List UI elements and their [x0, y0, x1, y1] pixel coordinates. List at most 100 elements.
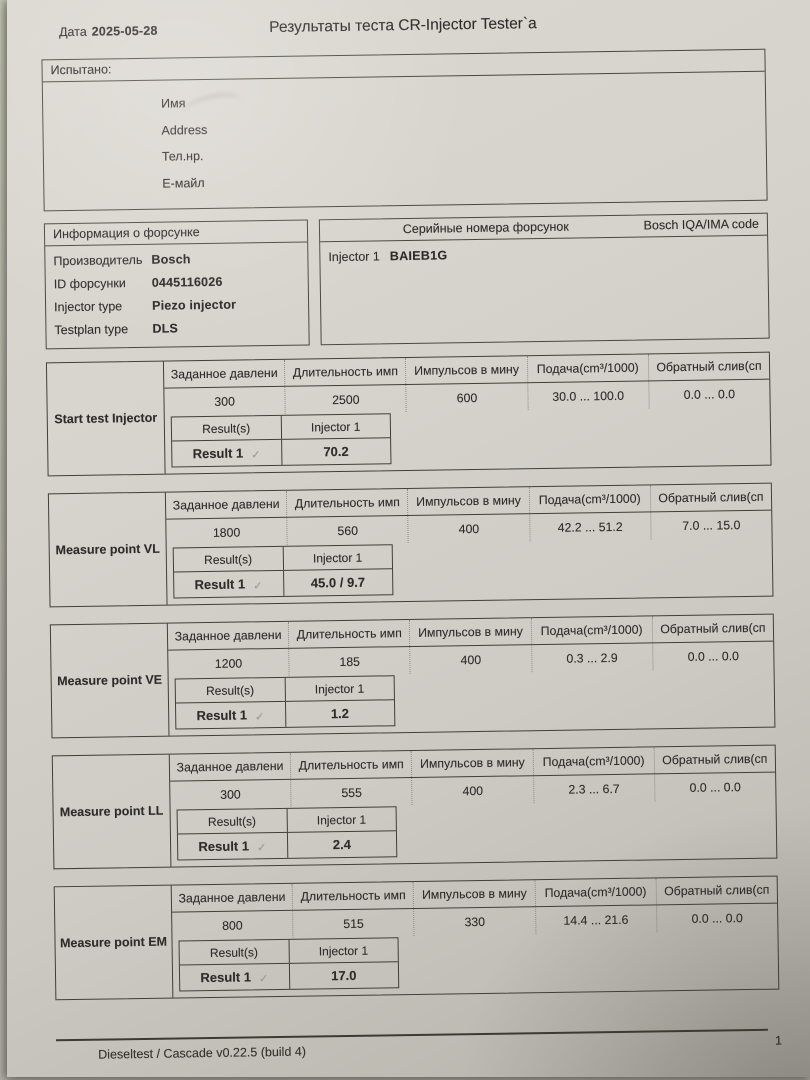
test-name: Measure point EM [54, 885, 174, 1000]
column-header-pulse-duration: Длительность имп [284, 358, 406, 386]
test-name: Start test Injector [46, 361, 166, 476]
results-table: Result(s) Injector 1 Result 1 ✓ 17.0 [178, 937, 400, 992]
column-header-pulses-per-min: Импульсов в мину [407, 487, 529, 516]
info-row-label: Производитель [53, 252, 143, 269]
results-header-row: Result(s) Injector 1 [178, 807, 396, 833]
column-header-pulses-per-min: Импульсов в мину [405, 356, 527, 385]
result-row-label: Result 1 [192, 445, 244, 462]
report-header: Дата 2025-05-28 Результаты теста CR-Injec… [41, 7, 765, 50]
serial-injector-label: Injector 1 [328, 249, 380, 265]
value-pulse-duration: 2500 [284, 385, 407, 414]
column-header-pulses-per-min: Импульсов в мину [413, 880, 535, 908]
result-row: Result 1 ✓ 17.0 [179, 961, 399, 991]
column-header-delivery: Подача(cm³/1000) [526, 354, 649, 383]
test-name: Measure point VE [50, 623, 170, 738]
results-injector-header-cell: Injector 1 [286, 807, 396, 832]
value-pressure: 300 [214, 394, 235, 409]
column-header-delivery: Подача(cm³/1000) [530, 616, 652, 645]
value-delivery-range: 0.3 ... 2.9 [530, 643, 653, 673]
results-table: Result(s) Injector 1 Result 1 ✓ 45.0 / 9… [172, 544, 394, 599]
value-pulses-per-min: 400 [407, 514, 530, 544]
results-table: Result(s) Injector 1 Result 1 ✓ 2.4 [176, 806, 398, 861]
column-header-delivery: Подача(cm³/1000) [528, 485, 651, 514]
result-row: Result 1 ✓ 2.4 [177, 830, 397, 860]
info-row-label: Injector type [54, 299, 123, 315]
value-pulse-duration: 560 [286, 516, 409, 545]
test-table-right: Заданное давлени Длительность имп Импуль… [169, 745, 777, 867]
result-row-label-cell: Result 1 ✓ [178, 833, 287, 860]
value-pulse-duration: 515 [292, 908, 414, 938]
value-return-flow-range: 0.0 ... 0.0 [651, 641, 774, 671]
test-table: Measure point EM Заданное давлени Длител… [53, 875, 780, 1001]
value-pulse-duration: 185 [288, 647, 410, 676]
serial-injector-value: BAIEB1G [389, 248, 448, 264]
results-table: Result(s) Injector 1 Result 1 ✓ 70.2 [170, 413, 392, 468]
results-injector-header-cell: Injector 1 [288, 938, 398, 963]
result-row-label-cell: Result 1 ✓ [172, 440, 281, 467]
info-row-label: ID форсунки [53, 276, 126, 292]
checkmark-icon: ✓ [256, 842, 267, 855]
results-header-cell: Result(s) [205, 682, 255, 698]
value-pressure: 300 [220, 787, 241, 802]
column-header-pulses-per-min: Импульсов в мину [409, 618, 531, 647]
result-value: 1.2 [284, 700, 395, 727]
injector-info-row: Информация о форсунке Производитель Bosc… [43, 212, 770, 350]
test-name: Measure point LL [52, 754, 172, 869]
test-table-right: Заданное давлени Длительность имп Импуль… [167, 614, 775, 736]
test-table: Measure point LL Заданное давлени Длител… [51, 744, 778, 870]
result-row-label-cell: Result 1 ✓ [180, 964, 289, 991]
value-return-flow-range: 0.0 ... 0.0 [653, 772, 776, 802]
test-table-right: Заданное давлени Длительность имп Импуль… [163, 352, 771, 474]
info-row-value: 0445116026 [151, 274, 223, 290]
results-injector-header-cell: Injector 1 [282, 545, 393, 570]
results-header-cell: Result(s) [204, 551, 253, 567]
bosch-iqa-ima-code-label: Bosch IQA/IMA code [643, 216, 760, 233]
result-row-label: Result 1 [198, 838, 250, 855]
value-delivery-range: 30.0 ... 100.0 [526, 381, 649, 411]
value-delivery-range: 42.2 ... 51.2 [528, 512, 651, 542]
serial-numbers-box: Серийные номера форсунок Bosch IQA/IMA c… [318, 212, 770, 346]
column-header-pressure: Заданное давлени [174, 627, 282, 644]
result-row: Result 1 ✓ 70.2 [172, 437, 391, 467]
results-header-cell: Result(s) [207, 813, 257, 829]
info-row-value: Piezo injector [151, 297, 237, 313]
results-header-cell: Result(s) [202, 420, 251, 436]
value-return-flow-range: 7.0 ... 15.0 [650, 510, 772, 540]
page-number: 1 [775, 1033, 783, 1048]
value-pulses-per-min: 400 [411, 776, 534, 805]
report-footer: Dieseltest / Cascade v0.22.5 (build 4) 1 [55, 1028, 783, 1063]
results-header-row: Result(s) Injector 1 [174, 545, 393, 571]
test-table: Measure point VL Заданное давлени Длител… [47, 482, 774, 608]
checkmark-icon: ✓ [251, 449, 261, 462]
result-row: Result 1 ✓ 1.2 [175, 699, 395, 729]
column-header-return-flow: Обратный слив(сп [655, 876, 778, 905]
result-row-label-cell: Result 1 ✓ [176, 702, 285, 729]
test-table-right: Заданное давлени Длительность имп Импуль… [165, 483, 773, 605]
results-injector-header-cell: Injector 1 [280, 414, 391, 439]
column-header-pressure: Заданное давлени [178, 889, 286, 906]
column-header-pressure: Заданное давлени [172, 496, 280, 513]
injector-info-box: Информация о форсунке Производитель Bosc… [43, 219, 310, 350]
result-value: 45.0 / 9.7 [282, 569, 393, 596]
column-header-pressure: Заданное давлени [176, 758, 284, 775]
result-row: Result 1 ✓ 45.0 / 9.7 [174, 568, 393, 598]
result-row-label: Result 1 [196, 707, 248, 724]
results-header-row: Result(s) Injector 1 [180, 938, 398, 964]
info-row-testplan-type: Testplan type DLS [54, 315, 308, 342]
column-header-pulse-duration: Длительность имп [289, 751, 412, 779]
column-header-pulse-duration: Длительность имп [291, 881, 414, 910]
serial-numbers-title: Серийные номера форсунок [402, 219, 569, 237]
value-pressure: 1800 [212, 525, 241, 540]
column-header-delivery: Подача(cm³/1000) [534, 878, 656, 907]
value-return-flow-range: 0.0 ... 0.0 [655, 903, 778, 933]
tested-box-body: Имя Address Тел.нр. Е-майл [43, 72, 767, 211]
test-tables: Start test Injector Заданное давлени Дли… [45, 351, 780, 1001]
value-pulses-per-min: 330 [413, 907, 536, 936]
checkmark-icon: ✓ [258, 973, 269, 986]
tested-box: Испытано: Имя Address Тел.нр. Е-майл [41, 48, 768, 212]
checkmark-icon: ✓ [253, 580, 263, 593]
serial-numbers-body: Injector 1 BAIEB1G [320, 236, 768, 321]
value-pressure: 800 [222, 918, 243, 933]
report-content: Дата 2025-05-28 Результаты теста CR-Injec… [41, 7, 783, 1068]
column-header-pulses-per-min: Импульсов в мину [411, 749, 533, 778]
